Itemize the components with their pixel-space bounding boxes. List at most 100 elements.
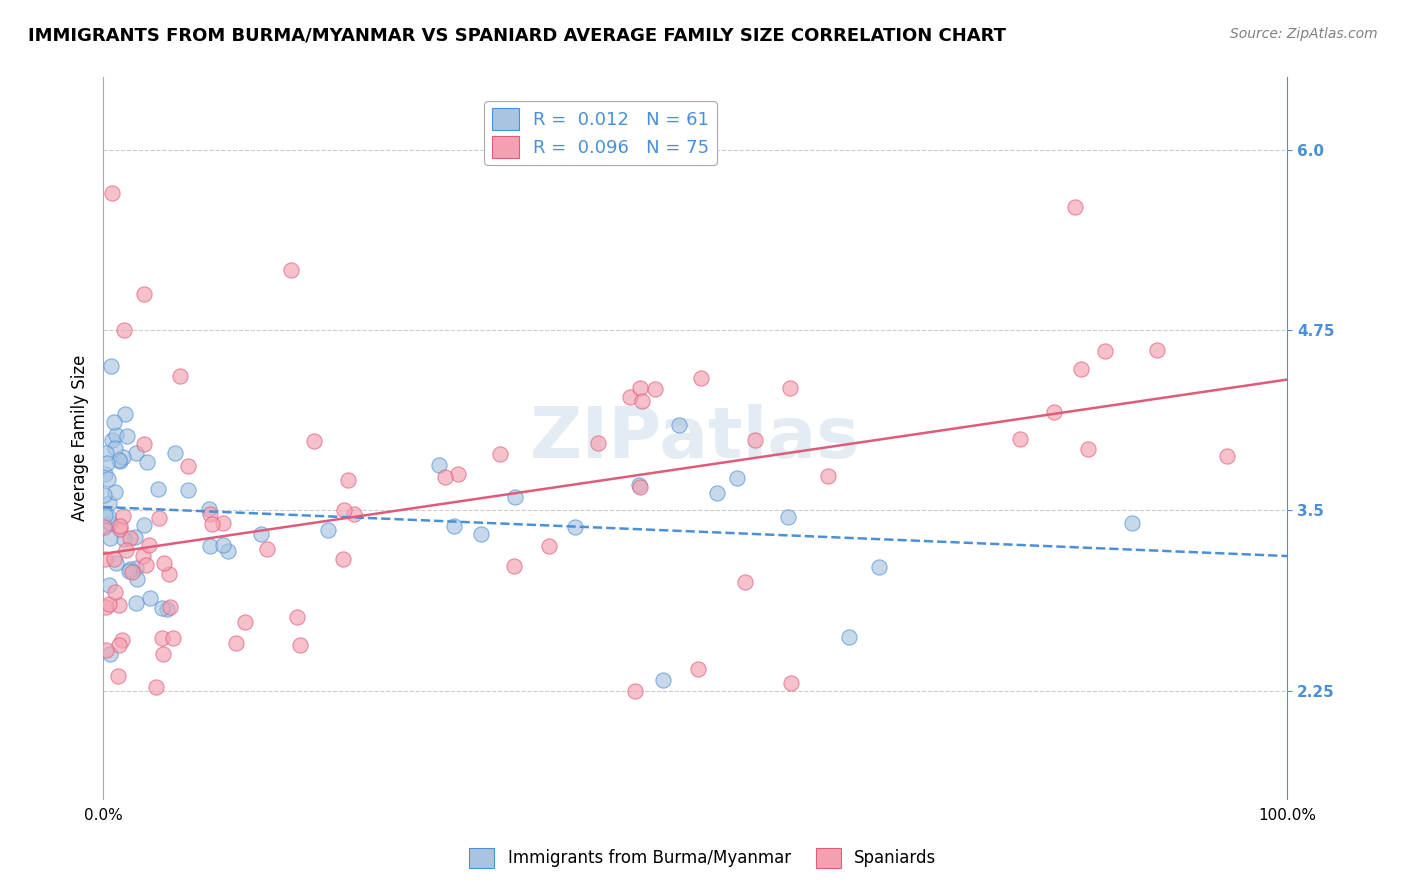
- Point: [780, 676, 803, 690]
- Point: [217, 544, 239, 558]
- Point: [343, 507, 366, 521]
- Point: [112, 450, 135, 464]
- Legend: R =  0.012   N = 61, R =  0.096   N = 75: R = 0.012 N = 61, R = 0.096 N = 75: [485, 101, 717, 165]
- Point: [233, 615, 256, 630]
- Point: [505, 490, 527, 504]
- Point: [124, 530, 146, 544]
- Point: [1070, 362, 1092, 376]
- Point: [624, 683, 647, 698]
- Point: [108, 519, 131, 533]
- Point: [124, 561, 146, 575]
- Point: [108, 638, 131, 652]
- Point: [488, 448, 510, 462]
- Point: [630, 381, 652, 395]
- Y-axis label: Average Family Size: Average Family Size: [72, 355, 89, 521]
- Point: [287, 609, 309, 624]
- Point: [94, 552, 117, 566]
- Point: [148, 511, 170, 525]
- Point: [125, 572, 148, 586]
- Point: [115, 543, 138, 558]
- Point: [104, 485, 127, 500]
- Point: [96, 456, 118, 470]
- Point: [125, 446, 148, 460]
- Point: [212, 538, 235, 552]
- Point: [211, 516, 233, 530]
- Point: [125, 596, 148, 610]
- Point: [107, 669, 129, 683]
- Point: [162, 631, 184, 645]
- Point: [631, 394, 654, 409]
- Point: [135, 455, 157, 469]
- Point: [429, 458, 451, 473]
- Point: [668, 417, 690, 432]
- Point: [225, 635, 247, 649]
- Point: [100, 433, 122, 447]
- Point: [101, 186, 124, 200]
- Point: [97, 509, 120, 524]
- Point: [619, 390, 641, 404]
- Point: [332, 552, 354, 566]
- Point: [256, 542, 278, 557]
- Point: [1146, 343, 1168, 357]
- Point: [868, 560, 890, 574]
- Point: [734, 574, 756, 589]
- Point: [135, 558, 157, 572]
- Point: [318, 523, 340, 537]
- Point: [447, 467, 470, 481]
- Point: [706, 486, 728, 500]
- Point: [98, 495, 121, 509]
- Point: [503, 558, 526, 573]
- Point: [433, 469, 456, 483]
- Point: [100, 359, 122, 373]
- Point: [118, 562, 141, 576]
- Point: [112, 323, 135, 337]
- Point: [114, 407, 136, 421]
- Point: [108, 452, 131, 467]
- Point: [564, 520, 586, 534]
- Point: [98, 578, 121, 592]
- Point: [103, 415, 125, 429]
- Point: [157, 566, 180, 581]
- Point: [628, 480, 651, 494]
- Point: [108, 598, 131, 612]
- Point: [288, 638, 311, 652]
- Point: [280, 263, 302, 277]
- Point: [146, 482, 169, 496]
- Point: [538, 539, 561, 553]
- Point: [198, 539, 221, 553]
- Point: [93, 488, 115, 502]
- Text: ZIPatlas: ZIPatlas: [530, 403, 860, 473]
- Point: [93, 517, 115, 532]
- Point: [104, 585, 127, 599]
- Point: [120, 532, 142, 546]
- Point: [163, 446, 186, 460]
- Point: [169, 369, 191, 384]
- Point: [110, 522, 132, 536]
- Point: [838, 631, 860, 645]
- Point: [689, 371, 711, 385]
- Point: [94, 467, 117, 481]
- Point: [779, 381, 801, 395]
- Point: [150, 601, 173, 615]
- Point: [198, 508, 221, 522]
- Point: [1121, 516, 1143, 530]
- Point: [98, 531, 121, 545]
- Point: [628, 478, 651, 492]
- Point: [121, 565, 143, 579]
- Point: [644, 382, 666, 396]
- Point: [1064, 200, 1087, 214]
- Point: [145, 680, 167, 694]
- Point: [132, 517, 155, 532]
- Legend: Immigrants from Burma/Myanmar, Spaniards: Immigrants from Burma/Myanmar, Spaniards: [463, 841, 943, 875]
- Point: [1010, 432, 1032, 446]
- Point: [586, 435, 609, 450]
- Point: [118, 564, 141, 578]
- Point: [177, 483, 200, 498]
- Point: [117, 429, 139, 443]
- Point: [337, 473, 360, 487]
- Point: [153, 557, 176, 571]
- Point: [817, 468, 839, 483]
- Point: [443, 518, 465, 533]
- Point: [134, 436, 156, 450]
- Point: [304, 434, 326, 449]
